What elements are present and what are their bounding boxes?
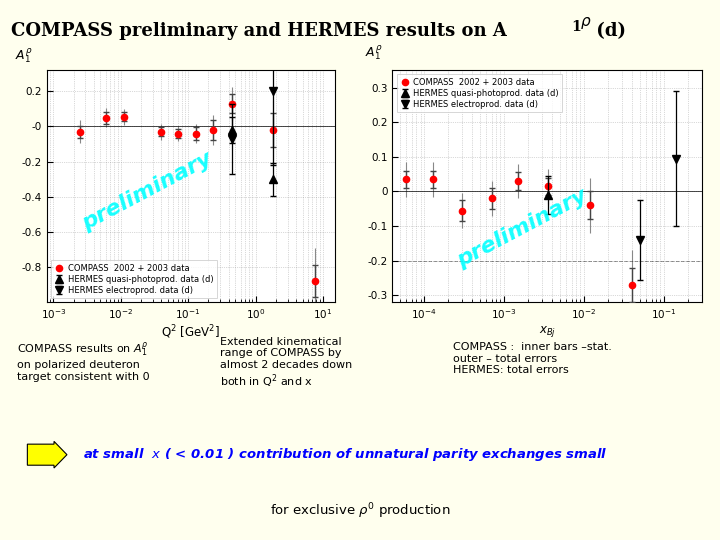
Text: Extended kinematical
range of COMPASS by
almost 2 decades down
both in Q$^2$ and: Extended kinematical range of COMPASS by… bbox=[220, 337, 352, 390]
COMPASS  2002 + 2003 data bbox=[76, 129, 84, 135]
COMPASS  2002 + 2003 data bbox=[458, 207, 467, 214]
COMPASS  2002 + 2003 data bbox=[120, 113, 128, 120]
COMPASS  2002 + 2003 data bbox=[429, 176, 438, 183]
COMPASS  2002 + 2003 data bbox=[310, 278, 319, 285]
COMPASS  2002 + 2003 data bbox=[628, 282, 636, 288]
Y-axis label: $A_1^{\rho}$: $A_1^{\rho}$ bbox=[365, 44, 382, 63]
Text: preliminary: preliminary bbox=[454, 185, 591, 271]
Line: COMPASS  2002 + 2003 data: COMPASS 2002 + 2003 data bbox=[77, 100, 318, 285]
COMPASS  2002 + 2003 data bbox=[102, 114, 110, 121]
FancyArrow shape bbox=[27, 441, 67, 468]
Line: COMPASS  2002 + 2003 data: COMPASS 2002 + 2003 data bbox=[403, 176, 635, 288]
COMPASS  2002 + 2003 data bbox=[487, 195, 496, 201]
Text: COMPASS :  inner bars –stat.
outer – total errors
HERMES: total errors: COMPASS : inner bars –stat. outer – tota… bbox=[453, 342, 612, 375]
Legend: COMPASS  2002 + 2003 data, HERMES quasi-photoprod. data (d), HERMES electroprod.: COMPASS 2002 + 2003 data, HERMES quasi-p… bbox=[397, 75, 562, 112]
COMPASS  2002 + 2003 data bbox=[269, 127, 277, 133]
Text: COMPASS preliminary and HERMES results on A: COMPASS preliminary and HERMES results o… bbox=[11, 22, 507, 40]
COMPASS  2002 + 2003 data bbox=[192, 130, 200, 137]
COMPASS  2002 + 2003 data bbox=[157, 129, 166, 135]
COMPASS  2002 + 2003 data bbox=[543, 183, 552, 190]
Text: $\rho$: $\rho$ bbox=[580, 15, 591, 31]
COMPASS  2002 + 2003 data bbox=[208, 127, 217, 133]
X-axis label: Q$^2$ [GeV$^2$]: Q$^2$ [GeV$^2$] bbox=[161, 324, 220, 341]
Y-axis label: $A_1^{\rho}$: $A_1^{\rho}$ bbox=[15, 46, 32, 65]
Text: 1: 1 bbox=[571, 20, 581, 34]
COMPASS  2002 + 2003 data bbox=[402, 176, 411, 183]
X-axis label: $x_{Bj}$: $x_{Bj}$ bbox=[539, 324, 556, 339]
Text: preliminary: preliminary bbox=[79, 148, 216, 234]
Legend: COMPASS  2002 + 2003 data, HERMES quasi-photoprod. data (d), HERMES electroprod.: COMPASS 2002 + 2003 data, HERMES quasi-p… bbox=[51, 260, 217, 298]
Text: (d): (d) bbox=[590, 22, 626, 40]
COMPASS  2002 + 2003 data bbox=[174, 130, 182, 137]
Text: for exclusive $\rho^0$ production: for exclusive $\rho^0$ production bbox=[270, 501, 450, 521]
COMPASS  2002 + 2003 data bbox=[228, 100, 236, 107]
COMPASS  2002 + 2003 data bbox=[514, 178, 523, 184]
Text: COMPASS results on $A_1^{\rho}$
on polarized deuteron
target consistent with 0: COMPASS results on $A_1^{\rho}$ on polar… bbox=[17, 340, 150, 382]
COMPASS  2002 + 2003 data bbox=[586, 202, 595, 208]
Text: at small  $x$ ( < 0.01 ) contribution of unnatural parity exchanges small: at small $x$ ( < 0.01 ) contribution of … bbox=[83, 446, 608, 463]
